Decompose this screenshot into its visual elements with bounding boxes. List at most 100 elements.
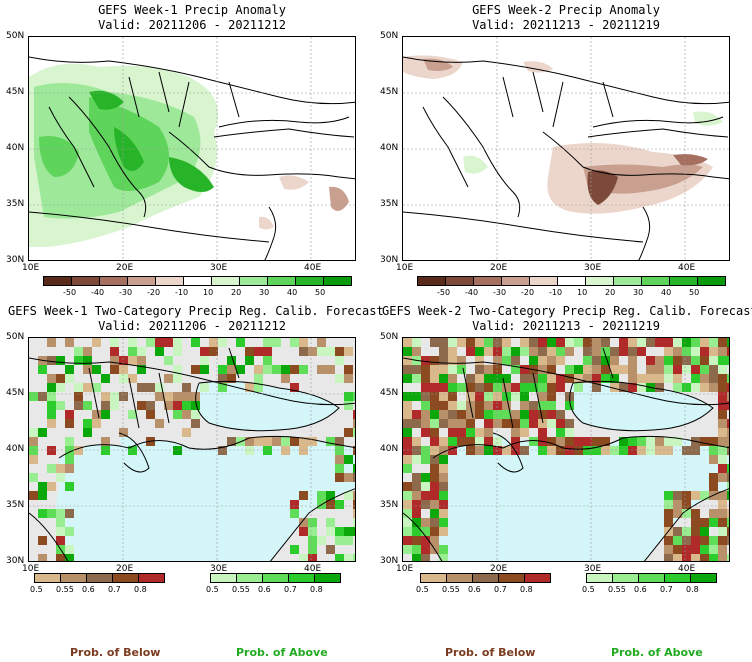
lat-tick: 50N (380, 31, 399, 41)
colorbar-swatch (34, 573, 61, 583)
colorbar-swatch (669, 276, 698, 286)
lon-tick: 30E (210, 564, 228, 574)
lon-tick: 20E (490, 564, 508, 574)
colorbar-swatch (43, 276, 72, 286)
lat-tick: 30N (380, 255, 399, 265)
lat-tick: 50N (6, 31, 25, 41)
colorbar-label: 0.8 (310, 585, 323, 594)
lat-tick: 45N (380, 87, 399, 97)
above-colorbar-week2: 0.5 0.55 0.6 0.7 0.8 (582, 573, 734, 595)
above-colorbar-week1: 0.5 0.55 0.6 0.7 0.8 (206, 573, 358, 595)
lon-tick: 30E (584, 564, 602, 574)
colorbar-swatch (99, 276, 128, 286)
lat-tick: 40N (380, 444, 399, 454)
prob-above-title: Prob. of Above (236, 646, 328, 659)
lat-tick: 30N (6, 255, 25, 265)
lon-tick: 20E (116, 263, 134, 273)
colorbar-label: 30 (259, 288, 270, 297)
colorbar-label: 20 (231, 288, 242, 297)
lat-tick: 50N (6, 332, 25, 342)
colorbar-swatch (60, 573, 87, 583)
colorbar-swatch (446, 573, 473, 583)
colorbar-swatch (472, 573, 499, 583)
panel-valid-date: Valid: 20211213 - 20211219 (472, 18, 660, 32)
colorbar-label: -50 (437, 288, 451, 297)
colorbar-label: -10 (175, 288, 189, 297)
colorbar-label: 0.55 (442, 585, 460, 594)
lon-tick: 40E (678, 263, 696, 273)
colorbar-label: 0.6 (634, 585, 647, 594)
lon-tick: 30E (584, 263, 602, 273)
colorbar-label: -40 (465, 288, 479, 297)
colorbar-label: 0.6 (468, 585, 481, 594)
map-canvas (29, 37, 355, 260)
colorbar-swatch (314, 573, 341, 583)
colorbar-label: 0.55 (232, 585, 250, 594)
colorbar-label: 0.5 (416, 585, 429, 594)
colorbar-label: 40 (661, 288, 672, 297)
colorbar-swatch (417, 276, 446, 286)
colorbar-swatch (557, 276, 586, 286)
panel-title: GEFS Week-1 Two-Category Precip Reg. Cal… (8, 304, 384, 318)
map-week2-anomaly (402, 36, 730, 261)
colorbar-swatch (288, 573, 315, 583)
colorbar-swatch (262, 573, 289, 583)
panel-title: GEFS Week-1 Precip Anomaly (98, 3, 286, 17)
colorbar-swatch (473, 276, 502, 286)
colorbar-swatch (445, 276, 474, 286)
colorbar-swatch (690, 573, 717, 583)
colorbar-label: 10 (577, 288, 588, 297)
colorbar-swatch (529, 276, 558, 286)
colorbar-swatch (420, 573, 447, 583)
panel-valid-date: Valid: 20211213 - 20211219 (472, 319, 660, 333)
lat-tick: 30N (380, 556, 399, 566)
colorbar-label: 0.8 (134, 585, 147, 594)
colorbar-label: 0.7 (660, 585, 673, 594)
colorbar-swatch (210, 573, 237, 583)
colorbar-swatch (664, 573, 691, 583)
colorbar-label: 30 (633, 288, 644, 297)
colorbar-swatch (697, 276, 726, 286)
colorbar-swatch (612, 573, 639, 583)
colorbar-label: 0.8 (686, 585, 699, 594)
prob-above-title: Prob. of Above (611, 646, 703, 659)
colorbar-label: 0.55 (608, 585, 626, 594)
colorbar-label: 0.7 (284, 585, 297, 594)
panel-valid-date: Valid: 20211206 - 20211212 (98, 319, 286, 333)
below-colorbar-week1: 0.5 0.55 0.6 0.7 0.8 (30, 573, 182, 595)
lon-tick: 10E (396, 564, 414, 574)
colorbar-label: 0.55 (56, 585, 74, 594)
lon-tick: 40E (304, 263, 322, 273)
lon-tick: 20E (116, 564, 134, 574)
lon-tick: 40E (678, 564, 696, 574)
lat-tick: 45N (6, 388, 25, 398)
colorbar-label: 10 (203, 288, 214, 297)
colorbar-swatch (236, 573, 263, 583)
colorbar-label: 50 (689, 288, 700, 297)
colorbar-label: 20 (605, 288, 616, 297)
colorbar-swatch (295, 276, 324, 286)
colorbar-swatch (501, 276, 530, 286)
colorbar-label: -50 (63, 288, 77, 297)
colorbar-label: -40 (91, 288, 105, 297)
lon-tick: 30E (210, 263, 228, 273)
colorbar-swatch (524, 573, 551, 583)
colorbar-swatch (71, 276, 100, 286)
lat-tick: 35N (380, 500, 399, 510)
panel-title: GEFS Week-2 Precip Anomaly (472, 3, 660, 17)
colorbar-label: 50 (315, 288, 326, 297)
anomaly-colorbar-week2: -50 -40 -30 -20 -10 10 20 30 40 50 (417, 276, 727, 298)
map-week1-probability (28, 337, 356, 562)
colorbar-swatch (613, 276, 642, 286)
lat-tick: 45N (6, 87, 25, 97)
map-week2-probability (402, 337, 730, 562)
colorbar-swatch (585, 276, 614, 286)
colorbar-swatch (586, 573, 613, 583)
colorbar-label: 0.5 (582, 585, 595, 594)
lat-tick: 35N (380, 199, 399, 209)
colorbar-swatch (86, 573, 113, 583)
colorbar-swatch (323, 276, 352, 286)
colorbar-label: -30 (119, 288, 133, 297)
colorbar-label: -20 (147, 288, 161, 297)
colorbar-label: 0.5 (206, 585, 219, 594)
